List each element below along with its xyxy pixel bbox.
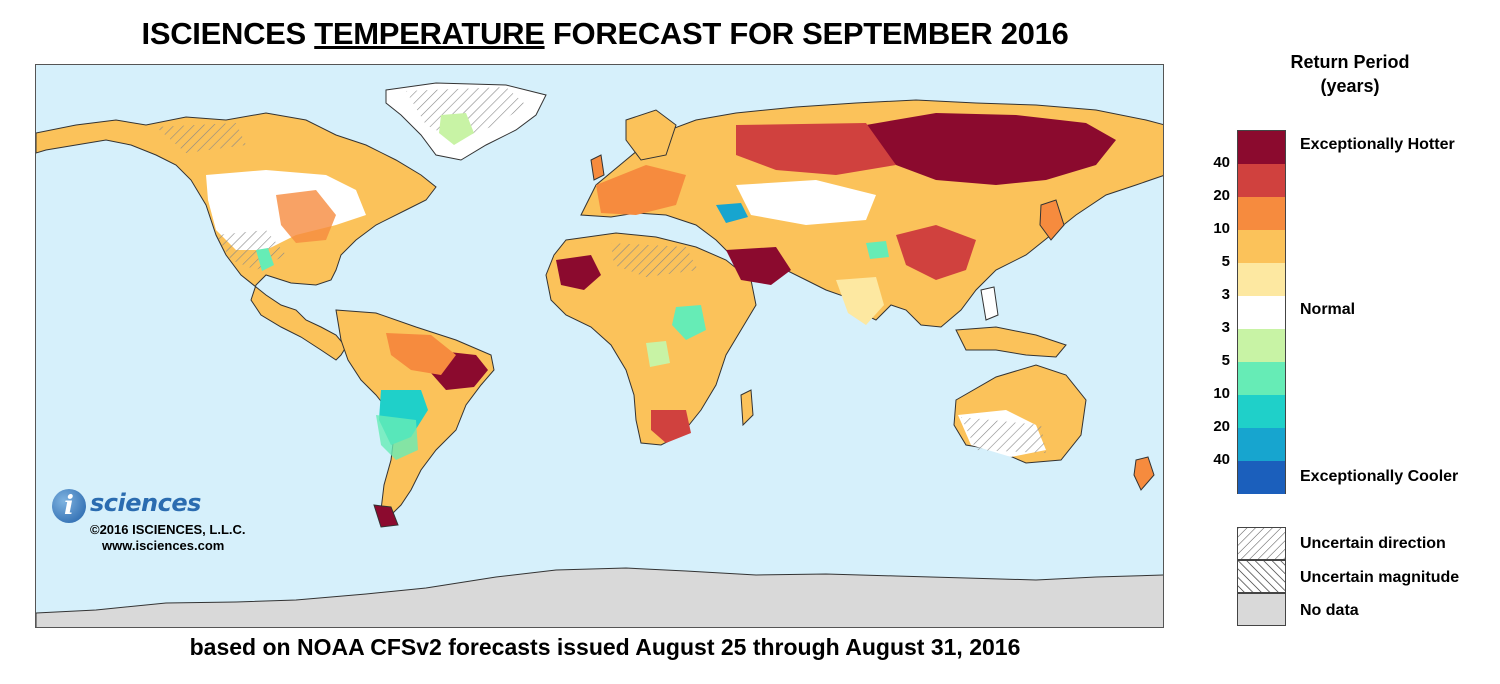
subtitle: based on NOAA CFSv2 forecasts issued Aug… <box>189 634 1021 660</box>
legend-swatch <box>1238 329 1285 362</box>
legend-swatch <box>1238 428 1285 461</box>
sahara-hatch-area <box>611 243 698 277</box>
legend-swatch <box>1238 197 1285 230</box>
uncertain-direction-label: Uncertain direction <box>1300 535 1446 552</box>
legend-swatch <box>1238 230 1285 263</box>
uncertain-direction-swatch <box>1237 527 1286 560</box>
india-region-tint <box>836 277 884 325</box>
siberia-exceptional-hot-area <box>866 113 1116 185</box>
china-hot-area <box>896 225 976 280</box>
legend-hot-label: Exceptionally Hotter <box>1300 136 1455 153</box>
uk-region <box>590 154 605 181</box>
russia-hot-belt <box>736 123 896 175</box>
page-title: ISCIENCES TEMPERATURE FORECAST FOR SEPTE… <box>60 16 1150 52</box>
legend-tick-label: 40 <box>1213 154 1230 171</box>
maritime-asia-region <box>955 326 1067 358</box>
title-suffix: FORECAST FOR SEPTEMBER 2016 <box>544 16 1069 51</box>
north-america-hatch-north <box>156 123 246 153</box>
legend-title-line2: (years) <box>1320 76 1380 96</box>
legend-swatch <box>1238 263 1285 296</box>
uncertain-magnitude-swatch <box>1237 560 1286 593</box>
legend-swatch <box>1238 395 1285 428</box>
antarctica-region <box>36 567 1163 627</box>
legend-color-bar <box>1237 130 1286 494</box>
logo-wordmark: sciences <box>90 489 201 517</box>
legend-tick-label: 40 <box>1213 451 1230 468</box>
south-america-hot-belt <box>386 333 456 375</box>
website-text: www.isciences.com <box>102 538 225 553</box>
east-africa-cool-spot <box>646 341 670 367</box>
legend-tick-label: 20 <box>1213 418 1230 435</box>
australia-hatch-area <box>961 417 1046 453</box>
title-prefix: ISCIENCES <box>141 16 315 51</box>
no-data-swatch <box>1237 593 1286 626</box>
south-africa-hot-area <box>651 410 691 443</box>
us-east-hot-area <box>276 190 336 243</box>
legend-title: Return Period (years) <box>1260 50 1440 98</box>
legend-swatch <box>1238 131 1285 164</box>
title-emphasis: TEMPERATURE <box>314 16 545 51</box>
central-asia-normal-area <box>736 180 876 225</box>
legend-cool-label: Exceptionally Cooler <box>1300 468 1459 485</box>
legend-tick-label: 10 <box>1213 385 1230 402</box>
legend-swatch <box>1238 461 1285 494</box>
legend-title-line1: Return Period <box>1290 52 1410 72</box>
new-zealand-region <box>1133 456 1155 491</box>
philippines-region <box>980 286 999 321</box>
legend-tick-label: 20 <box>1213 187 1230 204</box>
isciences-logo: i sciences ©2016 ISCIENCES, L.L.C. www.i… <box>52 489 292 559</box>
patagonia-hot-tip <box>373 504 399 528</box>
legend-tick-label: 5 <box>1221 253 1230 270</box>
uncertain-magnitude-label: Uncertain magnitude <box>1300 569 1460 586</box>
legend-tick-label: 3 <box>1221 319 1230 336</box>
legend-swatch <box>1238 296 1285 329</box>
legend-tick-label: 5 <box>1221 352 1230 369</box>
map-canvas <box>36 82 1163 627</box>
west-africa-exceptional-hot-area <box>556 255 601 290</box>
tibet-cool-spot <box>866 241 889 259</box>
no-data-label: No data <box>1300 602 1359 619</box>
legend-normal-label: Normal <box>1300 301 1356 318</box>
africa-cool-spots <box>672 305 706 340</box>
logo-mark-icon: i <box>52 489 86 523</box>
caspian-cool-area <box>716 203 748 223</box>
copyright-text: ©2016 ISCIENCES, L.L.C. <box>90 522 246 537</box>
legend-tick-label: 10 <box>1213 220 1230 237</box>
legend-swatch <box>1238 164 1285 197</box>
madagascar-region <box>740 389 754 427</box>
south-america-cool-edge <box>376 415 418 460</box>
mexico-cool-spot <box>256 248 274 271</box>
scandinavia-region <box>625 109 677 161</box>
arabia-exceptional-hot-area <box>726 247 791 285</box>
europe-hot-area <box>596 165 686 215</box>
legend-tick-label: 3 <box>1221 286 1230 303</box>
legend-swatch <box>1238 362 1285 395</box>
greenland-cool-spot <box>439 113 474 145</box>
japan-region <box>1039 199 1065 241</box>
world-map: i sciences ©2016 ISCIENCES, L.L.C. www.i… <box>35 64 1164 628</box>
